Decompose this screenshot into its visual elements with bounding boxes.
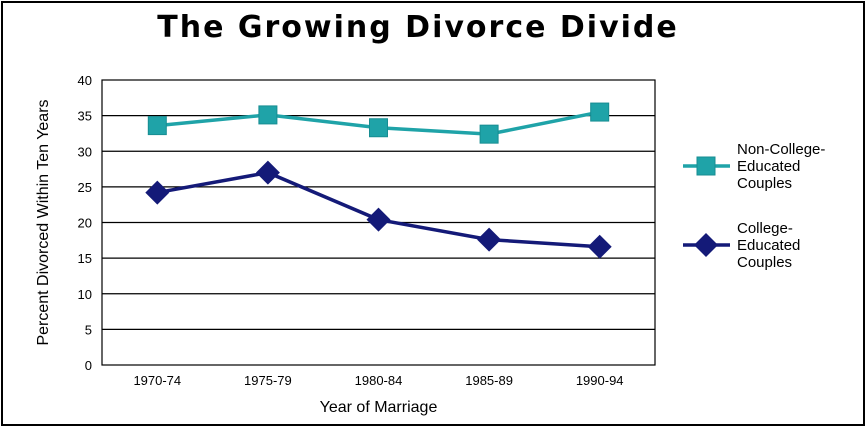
data-point bbox=[147, 116, 167, 136]
series-group bbox=[145, 102, 612, 259]
x-axis-ticks: 1970-74 1975-79 1980-84 1985-89 1990-94 bbox=[133, 373, 623, 388]
x-tick-label: 1975-79 bbox=[244, 373, 292, 388]
legend-label: College- bbox=[737, 220, 793, 237]
data-point bbox=[590, 102, 610, 122]
y-tick-label: 15 bbox=[78, 251, 92, 266]
data-point bbox=[366, 207, 391, 232]
square-marker-icon bbox=[696, 156, 716, 176]
y-tick-label: 10 bbox=[78, 287, 92, 302]
series-non-college bbox=[147, 102, 610, 144]
legend-label: Couples bbox=[737, 175, 792, 192]
x-tick-label: 1990-94 bbox=[576, 373, 624, 388]
x-tick-label: 1985-89 bbox=[465, 373, 513, 388]
y-axis-label: Percent Divorced Within Ten Years bbox=[35, 99, 52, 345]
legend-label: Couples bbox=[737, 254, 792, 271]
legend: Non-College-EducatedCouplesCollege-Educa… bbox=[683, 141, 825, 271]
data-point bbox=[258, 105, 278, 125]
y-tick-label: 40 bbox=[78, 73, 92, 88]
x-tick-label: 1980-84 bbox=[355, 373, 403, 388]
y-axis-ticks: 0 5 10 15 20 25 30 35 40 bbox=[78, 73, 92, 373]
chart-title: The Growing Divorce Divide bbox=[157, 10, 679, 45]
y-tick-label: 0 bbox=[85, 358, 92, 373]
data-point bbox=[477, 227, 502, 252]
y-tick-label: 30 bbox=[78, 144, 92, 159]
legend-label: Educated bbox=[737, 158, 800, 175]
data-point bbox=[255, 160, 280, 185]
x-axis-label: Year of Marriage bbox=[320, 399, 438, 416]
diamond-marker-icon bbox=[694, 233, 718, 257]
data-point bbox=[479, 124, 499, 144]
legend-label: Non-College- bbox=[737, 141, 825, 158]
series-college bbox=[145, 160, 612, 259]
y-tick-label: 35 bbox=[78, 109, 92, 124]
gridlines bbox=[102, 115, 655, 330]
data-point bbox=[587, 234, 612, 259]
data-point bbox=[369, 118, 388, 138]
x-tick-label: 1970-74 bbox=[133, 373, 181, 388]
y-tick-label: 25 bbox=[78, 180, 92, 195]
y-tick-label: 5 bbox=[85, 322, 92, 337]
data-point bbox=[145, 180, 170, 205]
legend-label: Educated bbox=[737, 237, 800, 254]
y-tick-label: 20 bbox=[78, 216, 92, 231]
